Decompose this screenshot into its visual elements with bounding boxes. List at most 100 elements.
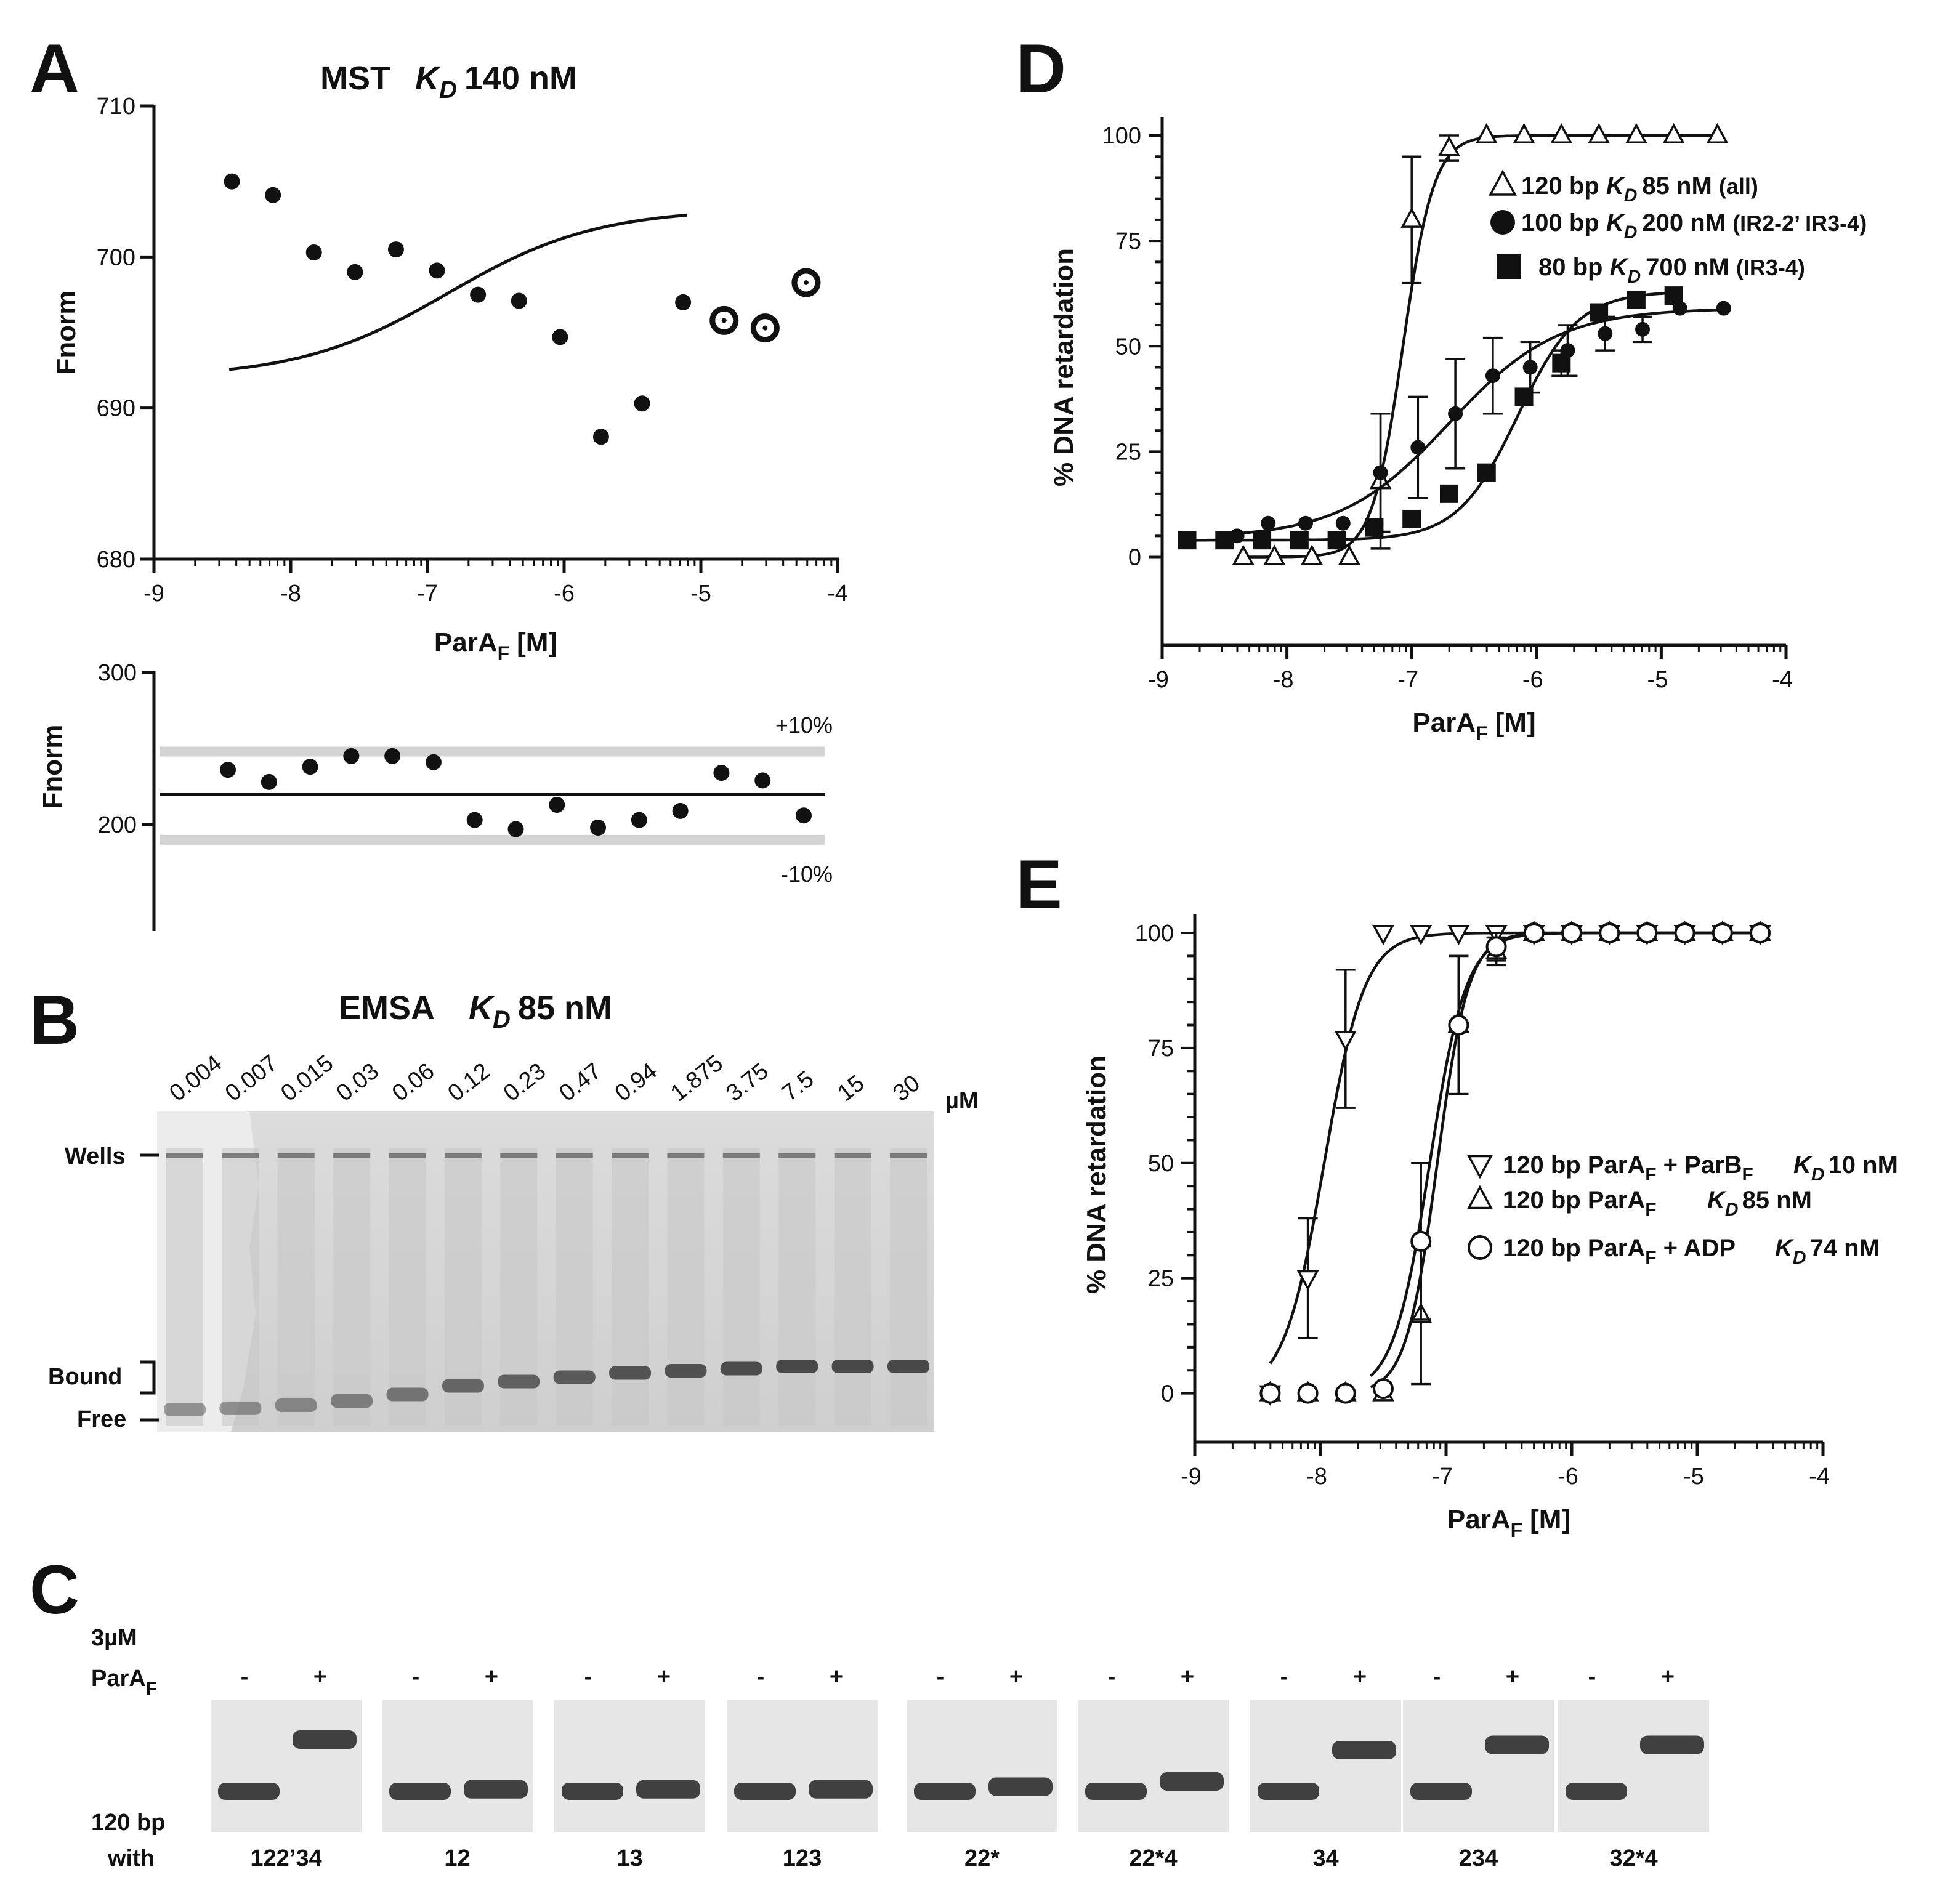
x-tick-label: -4 <box>1809 1464 1830 1490</box>
gel-lane <box>389 1148 426 1426</box>
dna-band <box>776 1360 818 1373</box>
data-point <box>1447 925 1470 946</box>
minus-sign: - <box>584 1664 592 1690</box>
outlier-center <box>762 325 768 331</box>
data-point <box>1550 123 1573 143</box>
gel-lane <box>667 1148 705 1426</box>
concentration-label: 0.94 <box>610 1058 662 1107</box>
dna-band <box>275 1398 317 1412</box>
free-dna-band <box>218 1783 280 1800</box>
data-point <box>634 395 650 412</box>
data-point <box>1373 465 1388 480</box>
legend-entry: 80 bp KD 700 nM (IR3-4) <box>1538 254 1805 287</box>
data-point <box>1301 544 1324 565</box>
construct-label: 12 <box>444 1846 470 1871</box>
data-point <box>1625 123 1647 143</box>
chart-e: 0 25 50 75 100 -9 -8 -7 -6 -5 -4 ParAF [M] % DNA reta… <box>1081 914 1898 1541</box>
shifted-band <box>1332 1741 1396 1759</box>
gel-strip <box>1403 1700 1554 1832</box>
y-axis-label: Fnorm <box>38 725 68 809</box>
conc-label: 3µM <box>91 1625 137 1651</box>
x-tick-label: -6 <box>1522 667 1543 693</box>
panel-a-title-prefix: MST <box>320 60 390 97</box>
shifted-band <box>636 1780 700 1799</box>
legend-kd: KD 10 nM <box>1793 1152 1898 1185</box>
y-tick-label: 100 <box>1135 921 1174 946</box>
y-tick-label: 300 <box>98 660 137 686</box>
panel-a-title-value: 140 nM <box>464 60 577 97</box>
data-point <box>1298 515 1313 531</box>
concentration-label: 0.47 <box>554 1058 606 1107</box>
free-dna-band <box>734 1783 796 1800</box>
data-point <box>1588 123 1611 143</box>
data-point <box>1410 1230 1432 1252</box>
gel-strip <box>1078 1700 1229 1832</box>
dna-band <box>386 1387 429 1402</box>
free-dna-band <box>1258 1783 1319 1800</box>
panel-label-a: A <box>30 30 79 107</box>
data-point <box>1485 936 1507 958</box>
data-point <box>1448 1014 1469 1036</box>
y-tick-label: 25 <box>1148 1266 1174 1292</box>
data-point <box>1327 531 1346 550</box>
dna-band <box>498 1374 540 1389</box>
y-tick-label: 200 <box>98 812 137 838</box>
data-point <box>387 241 404 258</box>
gel-strip <box>907 1700 1057 1832</box>
data-point <box>1438 135 1460 156</box>
y-tick-label: 50 <box>1115 334 1141 360</box>
dna-band <box>609 1366 652 1380</box>
concentration-label: 0.06 <box>387 1058 439 1107</box>
x-tick-label: -5 <box>1647 667 1668 693</box>
gel-lane <box>333 1148 371 1426</box>
data-point <box>305 244 322 260</box>
data-point <box>1215 531 1234 550</box>
shifted-band <box>464 1780 528 1799</box>
y-axis-label: Fnorm <box>51 291 81 375</box>
dna-band <box>831 1360 874 1373</box>
gel-lane <box>612 1148 649 1426</box>
shifted-band <box>293 1730 357 1749</box>
shifted-band <box>1485 1735 1549 1754</box>
dna-band <box>219 1401 262 1415</box>
panel-a: A MST KD 140 nM 680 690 700 710 -9 -8 -7 -6 -5 -4 Pa… <box>30 30 848 931</box>
fit-curve <box>1237 308 1724 535</box>
shifted-band <box>988 1777 1053 1796</box>
data-point <box>592 429 609 445</box>
data-point <box>675 294 692 310</box>
panel-label-d: D <box>1016 30 1066 107</box>
data-point <box>511 292 527 309</box>
data-point <box>1627 290 1646 309</box>
x-axis-label: ParAF [M] <box>434 627 557 664</box>
dna-band <box>164 1403 206 1416</box>
well <box>890 1153 927 1158</box>
free-dna-band <box>1410 1783 1472 1800</box>
x-axis-label: ParAF [M] <box>1412 708 1535 744</box>
y-tick-label: 75 <box>1115 228 1141 254</box>
panel-b-title-prefix: EMSA <box>339 990 435 1027</box>
plus-sign: + <box>1353 1664 1367 1690</box>
construct-label: 22* <box>964 1846 1000 1871</box>
well <box>389 1153 426 1158</box>
data-point <box>1365 518 1384 537</box>
panel-label-b: B <box>30 982 79 1059</box>
gel-strip <box>382 1700 533 1832</box>
gel-lane <box>277 1148 315 1426</box>
x-tick-label: -8 <box>1306 1464 1327 1490</box>
data-point <box>1178 531 1197 550</box>
plus-sign: + <box>485 1664 498 1690</box>
dna-band <box>331 1394 373 1408</box>
well <box>222 1153 259 1158</box>
legend-marker <box>1490 210 1515 235</box>
data-point <box>429 262 445 279</box>
data-point <box>425 754 442 770</box>
minus-sign: - <box>1280 1664 1288 1690</box>
plus-sign: + <box>657 1664 671 1690</box>
minus-sign: - <box>412 1664 420 1690</box>
shifted-band <box>1640 1735 1704 1754</box>
data-point <box>590 820 607 836</box>
panel-b-title: EMSA KD 85 nM <box>339 990 612 1033</box>
panel-b-title-k: K <box>469 990 495 1027</box>
shifted-band <box>1160 1772 1224 1791</box>
concentration-label: 0.007 <box>220 1050 283 1107</box>
